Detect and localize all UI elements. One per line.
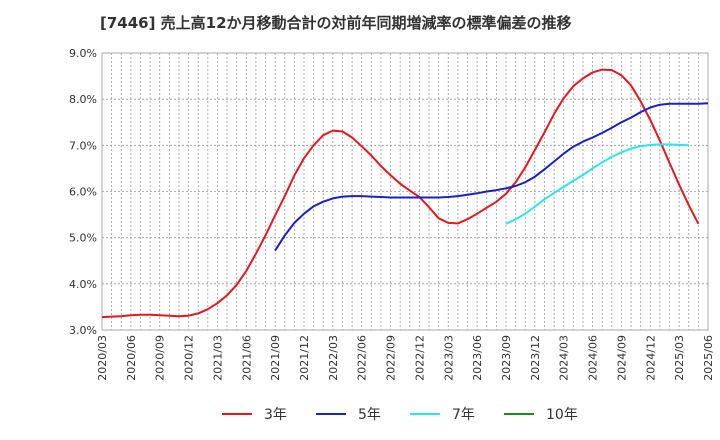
x-tick-label: 2023/12: [529, 335, 542, 381]
x-tick-label: 2023/06: [471, 335, 484, 381]
x-tick-label: 2021/09: [269, 335, 282, 381]
y-tick-label: 6.0%: [69, 186, 97, 199]
plot-area: [101, 52, 709, 331]
x-tick-label: 2021/03: [211, 335, 224, 381]
y-tick-label: 9.0%: [69, 47, 97, 60]
y-tick-label: 3.0%: [69, 324, 97, 337]
x-tick-label: 2020/06: [125, 335, 138, 381]
x-tick-label: 2022/06: [356, 335, 369, 381]
grid: [101, 52, 709, 331]
y-tick-label: 7.0%: [69, 139, 97, 152]
x-axis-ticks: 2020/03 2020/06 2020/09 2020/12 2021/03 2021/…: [96, 335, 715, 381]
y-axis-ticks: 3.0% 4.0% 5.0% 6.0% 7.0% 8.0% 9.0%: [69, 47, 97, 337]
x-tick-label: 2024/09: [615, 335, 628, 381]
chart-title: [7446] 売上高12か月移動合計の対前年同期増減率の標準偏差の推移: [100, 14, 572, 32]
x-tick-label: 2022/03: [327, 335, 340, 381]
x-tick-label: 2020/03: [96, 335, 109, 381]
x-tick-label: 2023/09: [500, 335, 513, 381]
x-tick-label: 2024/06: [587, 335, 600, 381]
x-tick-label: 2023/03: [442, 335, 455, 381]
y-tick-label: 5.0%: [69, 232, 97, 245]
x-tick-label: 2024/03: [558, 335, 571, 381]
legend-label: 3年: [264, 407, 287, 423]
legend-label: 5年: [358, 407, 381, 423]
y-tick-label: 8.0%: [69, 93, 97, 106]
y-tick-label: 4.0%: [69, 278, 97, 291]
x-tick-label: 2024/12: [644, 335, 657, 381]
x-tick-label: 2021/12: [298, 335, 311, 381]
x-tick-label: 2022/12: [413, 335, 426, 381]
series-lines: [101, 68, 709, 319]
series-line-3: [505, 143, 689, 225]
x-tick-label: 2020/09: [154, 335, 167, 381]
legend-label: 7年: [452, 407, 475, 423]
x-tick-label: 2021/06: [240, 335, 253, 381]
legend-label: 10年: [546, 407, 578, 423]
x-tick-label: 2025/06: [702, 335, 715, 381]
x-tick-label: 2020/12: [183, 335, 196, 381]
x-tick-label: 2022/09: [385, 335, 398, 381]
series-line-1: [101, 68, 700, 319]
x-tick-label: 2025/03: [673, 335, 686, 381]
legend: 3年 5年 7年 10年: [222, 407, 578, 423]
series-line-2: [274, 102, 709, 252]
